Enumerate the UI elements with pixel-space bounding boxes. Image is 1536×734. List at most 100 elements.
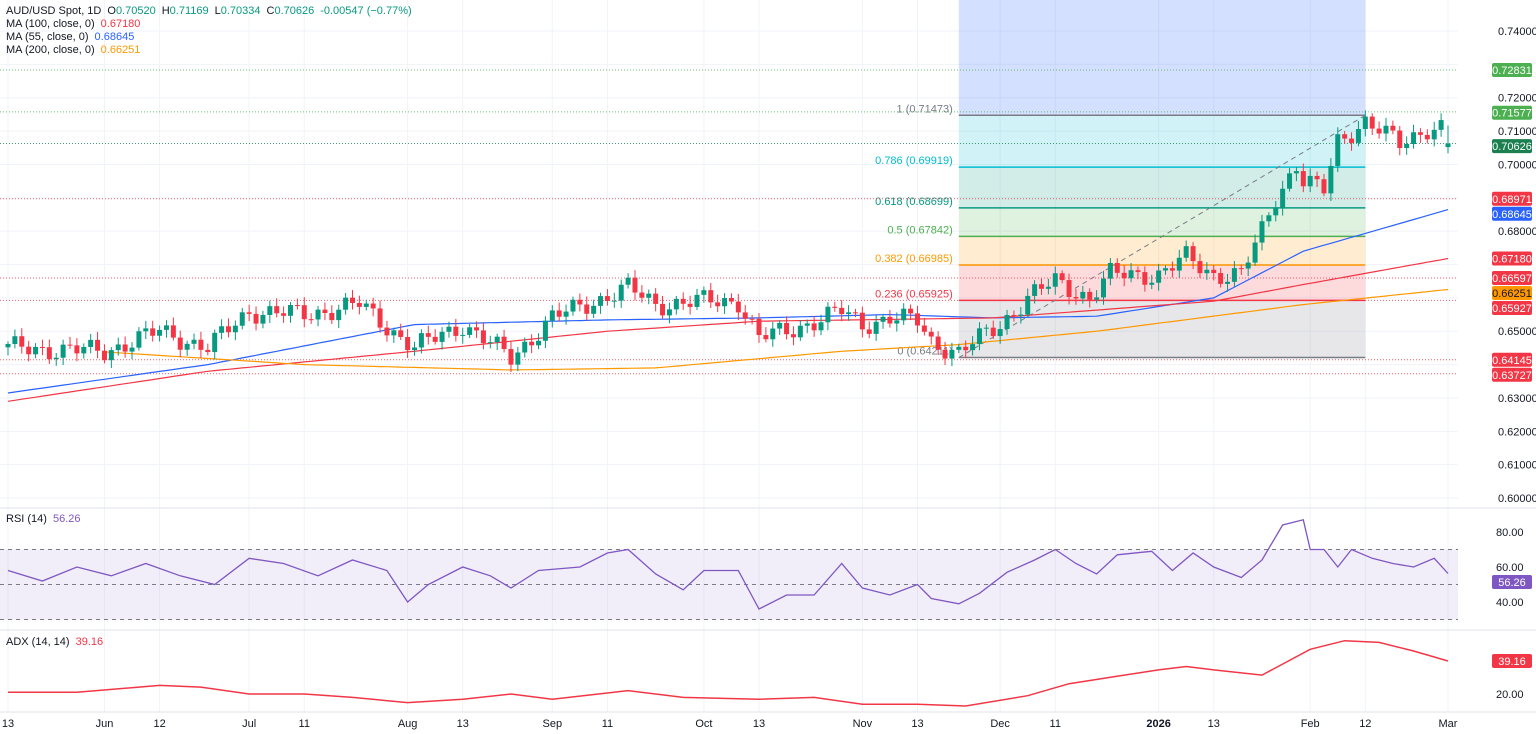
rsi-value: 56.26: [53, 513, 81, 525]
candle: [949, 349, 955, 359]
candle: [873, 321, 879, 334]
candle: [163, 325, 169, 330]
candle: [584, 304, 590, 314]
moving-average-line: [7, 209, 1449, 394]
adx-value-badge: [1492, 654, 1532, 669]
candle: [33, 346, 39, 355]
candle: [1121, 272, 1127, 279]
candle: [115, 344, 121, 351]
price-level-badge-text: 0.66597: [1492, 273, 1532, 285]
candle: [1018, 314, 1024, 316]
adx-tick-label: 20.00: [1496, 689, 1524, 701]
candle: [136, 331, 142, 348]
candle: [1280, 188, 1286, 208]
candle: [611, 300, 617, 302]
time-axis[interactable]: 13 Jun 12 Jul 11 Aug 13 Sep 11 Oct 13 Nov 13 Dec 11 202…: [2, 718, 1458, 730]
candle: [212, 332, 218, 353]
candle: [274, 306, 280, 314]
price-level-badge: [1492, 105, 1532, 120]
price-level-badge: [1492, 352, 1532, 367]
candle: [88, 339, 94, 347]
candle: [1390, 125, 1396, 131]
candle: [963, 346, 969, 351]
fibonacci-retracement[interactable]: 1 (0.71473) 0.786 (0.69919) 0.618 (0.68699…: [875, 0, 1366, 359]
ma-value-badge: [1492, 251, 1532, 266]
price-level-badge-text: 0.63727: [1492, 370, 1532, 382]
rsi-tick-label: 80.00: [1496, 527, 1524, 539]
candle: [150, 328, 156, 336]
candle: [591, 305, 597, 314]
ma-value-badge-text: 0.67180: [1492, 254, 1532, 266]
rsi-value-badge-text: 56.26: [1498, 577, 1526, 589]
candle: [39, 346, 45, 348]
candle: [260, 314, 266, 324]
fib-band: [958, 167, 1366, 208]
candle: [859, 312, 865, 330]
time-tick-label: 13: [753, 718, 765, 730]
candle: [349, 297, 355, 303]
candle: [708, 290, 714, 303]
candle: [81, 346, 87, 354]
candle: [1445, 143, 1451, 148]
price-tick-label: 0.65000: [1498, 326, 1536, 338]
candle: [749, 318, 755, 320]
fib-level-label: 0.618 (0.68699): [875, 196, 953, 208]
price-level-badge-text: 0.71577: [1492, 108, 1532, 120]
price-level-badge-text: 0.72831: [1492, 65, 1532, 77]
candle: [1135, 270, 1141, 273]
candle: [666, 309, 672, 316]
candle: [1231, 268, 1237, 282]
candle: [418, 333, 424, 348]
ma55-value: 0.68645: [95, 31, 135, 43]
open-value: 0.70520: [116, 5, 156, 17]
candle: [1218, 273, 1224, 284]
price-level-badge: [1492, 300, 1532, 315]
candle: [1293, 171, 1299, 174]
candle: [701, 290, 707, 295]
candle: [1411, 132, 1417, 145]
candle: [363, 303, 369, 307]
candle: [1156, 270, 1162, 283]
candle: [177, 337, 183, 350]
candle: [343, 297, 349, 310]
time-tick-label: Jul: [242, 718, 256, 730]
low-value: 0.70334: [221, 5, 261, 17]
fib-band: [958, 265, 1366, 301]
candle: [1273, 207, 1279, 216]
time-tick-label: 13: [1208, 718, 1220, 730]
candle: [1032, 284, 1038, 296]
adx-value: 39.16: [76, 636, 104, 648]
candle: [1431, 129, 1437, 140]
fib-level-label: 0.5 (0.67842): [887, 224, 952, 236]
price-tick-label: 0.61000: [1498, 460, 1536, 472]
candle: [480, 330, 486, 344]
candle: [1087, 291, 1093, 300]
candle: [1362, 116, 1368, 130]
ma55-label: MA (55, close, 0): [6, 31, 89, 43]
candle: [157, 329, 163, 336]
rsi-pane[interactable]: [0, 519, 1458, 620]
price-level-badge: [1492, 139, 1532, 154]
candle: [425, 333, 431, 337]
candle: [1169, 268, 1175, 271]
candle: [143, 328, 149, 332]
candle: [790, 334, 796, 338]
candle: [653, 293, 659, 304]
candle: [990, 327, 996, 337]
candle: [474, 327, 480, 331]
candle: [536, 340, 542, 346]
fib-level-label: 0.786 (0.69919): [875, 155, 953, 167]
candle: [370, 303, 376, 309]
ma-value-badge: [1492, 285, 1532, 300]
candle: [1163, 268, 1169, 271]
ma100-value: 0.67180: [101, 18, 141, 30]
candle: [336, 309, 342, 321]
candle: [315, 309, 321, 320]
candle: [756, 318, 762, 336]
candle: [53, 357, 59, 360]
candle: [1197, 261, 1203, 274]
price-axis[interactable]: 0.74000 0.72000 0.71000 0.70000 0.68000 0.650…: [1492, 26, 1536, 701]
adx-pane[interactable]: [8, 639, 1449, 707]
rsi-tick-label: 40.00: [1496, 597, 1524, 609]
